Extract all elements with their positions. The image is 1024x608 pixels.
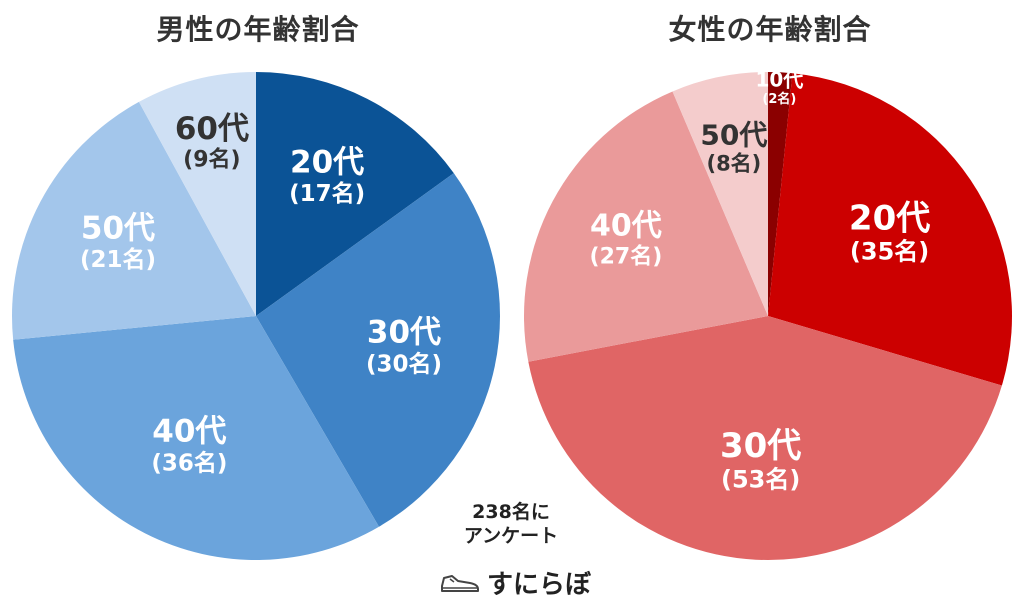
male-slice-4: [138, 72, 256, 316]
male-slice-0: [256, 72, 454, 316]
female-slice-1: [768, 73, 1012, 386]
male-slice-label-2: 40代: [152, 414, 226, 450]
female-slice-value-4: (8名): [706, 152, 761, 176]
female-slice-label-4: 50代: [700, 118, 767, 151]
male-slice-label-1: 30代: [367, 315, 441, 351]
logo-text: すにらぼ: [486, 569, 591, 600]
male-slice-value-0: (17名): [289, 180, 365, 207]
male-slice-label-0: 20代: [290, 144, 364, 180]
male-slice-3: [11, 101, 256, 340]
female-slice-value-3: (27名): [590, 243, 663, 269]
female-slice-0: [768, 72, 793, 316]
female-slice-label-0: 10代: [755, 67, 803, 91]
pie-chart-male: 20代(17名) 30代(30名) 40代(36名) 50代(21名) 60代(9名): [11, 72, 500, 560]
female-slice-label-3: 40代: [590, 209, 662, 244]
male-slice-2: [13, 316, 379, 560]
female-slice-value-0: (2名): [762, 91, 796, 107]
male-slice-1: [256, 173, 500, 527]
pie-chart-female: 10代(2名) 20代(35名) 30代(53名) 40代(27名) 50代(8名): [524, 67, 1012, 560]
male-slice-value-1: (30名): [366, 350, 442, 377]
male-slice-value-3: (21名): [80, 246, 156, 273]
male-slice-value-4: (9名): [183, 147, 240, 173]
female-slice-4: [672, 72, 768, 316]
male-slice-value-2: (36名): [151, 450, 227, 477]
female-slice-label-1: 20代: [849, 198, 930, 238]
female-slice-label-2: 30代: [720, 426, 801, 466]
male-slice-label-3: 50代: [81, 210, 155, 246]
female-slice-value-2: (53名): [721, 465, 800, 493]
female-slice-3: [524, 91, 768, 362]
survey-note-line1: 238名に: [472, 501, 550, 523]
sneaker-icon: [440, 575, 479, 592]
female-slice-2: [528, 316, 1002, 560]
survey-note: 238名に アンケート: [426, 500, 596, 548]
male-slice-label-4: 60代: [175, 111, 249, 147]
survey-note-line2: アンケート: [463, 525, 559, 547]
chart-title-female: 女性の年齢割合: [668, 13, 872, 46]
female-slice-value-1: (35名): [850, 238, 929, 266]
site-logo: すにらぼ: [420, 562, 610, 602]
chart-title-male: 男性の年齢割合: [156, 13, 360, 46]
